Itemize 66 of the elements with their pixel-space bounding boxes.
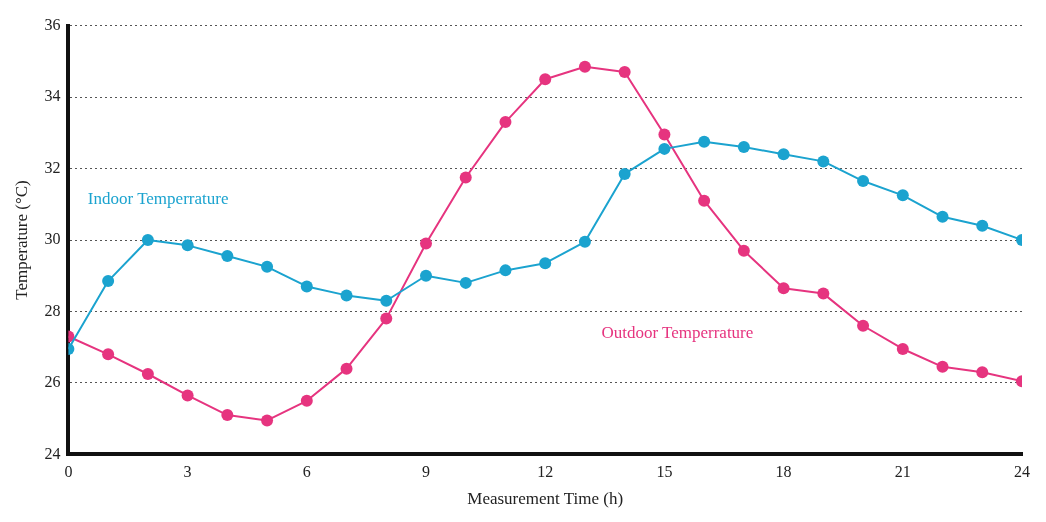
point: [658, 128, 671, 141]
y-tick-label: 26: [44, 373, 61, 391]
point: [499, 116, 512, 129]
point: [936, 210, 949, 223]
point: [181, 389, 194, 402]
y-tick-label: 28: [44, 301, 61, 319]
point: [896, 189, 909, 202]
x-tick-label: 0: [64, 463, 73, 481]
point: [102, 348, 115, 361]
point: [420, 237, 432, 250]
point: [737, 244, 750, 257]
point: [539, 257, 552, 270]
x-tick-label: 21: [894, 463, 911, 481]
y-tick-label: 36: [44, 15, 61, 33]
point: [420, 269, 432, 282]
y-tick-label: 24: [44, 444, 61, 462]
point: [340, 362, 353, 375]
x-tick-label: 12: [537, 463, 554, 481]
x-tick-label: 6: [302, 463, 311, 481]
point: [221, 250, 234, 263]
point: [261, 260, 274, 273]
point: [459, 276, 472, 289]
point: [777, 282, 790, 295]
point: [658, 142, 671, 155]
text: Indoor Temperrature: [87, 189, 229, 209]
x-tick-label: 3: [183, 463, 192, 481]
point: [896, 342, 909, 355]
point: [857, 175, 870, 188]
point: [261, 414, 274, 427]
y-tick-label: 30: [44, 230, 61, 248]
point: [340, 289, 353, 302]
point: [539, 73, 552, 86]
point: [380, 312, 393, 325]
text: Outdoor Temperrature: [601, 323, 754, 343]
point: [578, 60, 591, 73]
point: [936, 360, 949, 373]
x-tick-label: 24: [1014, 463, 1030, 481]
point: [817, 287, 830, 300]
y-tick-label: 34: [44, 87, 61, 105]
x-tick-label: 15: [656, 463, 673, 481]
point: [380, 294, 393, 307]
point: [976, 366, 989, 379]
y-tick-label: 32: [44, 158, 61, 176]
point: [857, 319, 870, 332]
point: [737, 141, 750, 154]
point: [459, 171, 472, 184]
point: [300, 280, 313, 293]
point: [102, 275, 115, 288]
point: [221, 409, 234, 422]
point: [777, 148, 790, 161]
point: [976, 219, 989, 232]
y-axis-title: Temperature (°C): [11, 180, 31, 300]
point: [499, 264, 512, 277]
point: [578, 235, 591, 248]
point: [300, 394, 313, 407]
point: [141, 368, 154, 380]
point: [698, 194, 711, 207]
x-axis-title: Measurement Time (h): [467, 489, 624, 509]
point: [181, 239, 194, 252]
point: [698, 135, 711, 148]
point: [141, 234, 154, 246]
x-tick-label: 9: [422, 463, 430, 481]
x-tick-label: 18: [775, 463, 792, 481]
point: [618, 66, 631, 79]
point: [817, 155, 830, 168]
point: [618, 167, 631, 180]
